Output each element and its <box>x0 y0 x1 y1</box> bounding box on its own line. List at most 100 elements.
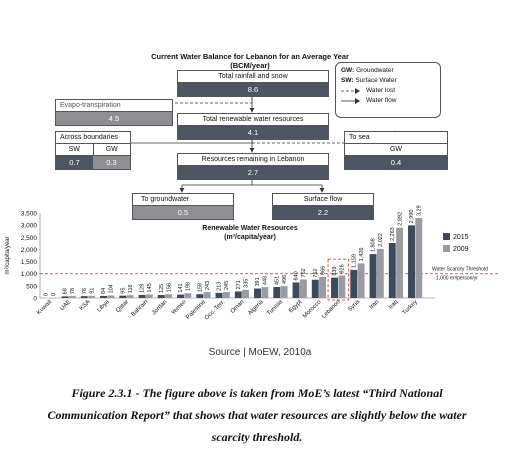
legend-label-2015: 2015 <box>453 234 469 241</box>
bar-2015 <box>157 294 165 298</box>
renewable-water-bar-chart: 0 500 1,000 1,500 2,000 2,500 3,000 3,500 m³/cap… <box>5 205 500 322</box>
category-label: Bahrain <box>130 299 149 318</box>
box-to-groundwater: To groundwater 0.5 <box>132 193 234 220</box>
bar-2009 <box>280 285 288 298</box>
bar-2015 <box>138 294 146 298</box>
box-value: 0.5 <box>133 206 233 219</box>
category-label: Iraq <box>388 299 400 311</box>
gw-value: 0.3 <box>93 156 130 169</box>
bar-2015 <box>80 296 88 298</box>
category-label: Morocco <box>302 299 323 320</box>
box-across-boundaries: Across boundaries SW GW 0.7 0.3 <box>55 131 131 170</box>
box-label: Total rainfall and snow <box>178 71 328 83</box>
category-label: KSA <box>79 299 92 312</box>
bar-value-label: 926 <box>340 264 346 273</box>
box-remaining-in-lebanon: Resources remaining in Lebanon 2.7 <box>177 153 329 180</box>
figure-caption: Figure 2.3.1 - The figure above is taken… <box>47 386 467 444</box>
y-tick-label: 2,500 <box>21 235 38 242</box>
box-value: 4.5 <box>56 112 172 125</box>
bar-2009 <box>319 276 327 298</box>
bar-value-label: 125 <box>159 284 165 293</box>
box-to-sea: To sea GW 0.4 <box>344 131 448 170</box>
bar-2009 <box>415 218 423 298</box>
box-label: To groundwater <box>133 194 233 206</box>
bar-2009 <box>261 287 269 298</box>
bar-2015 <box>331 277 338 298</box>
bar-value-label: 156 <box>166 283 172 292</box>
bar-2015 <box>119 295 127 298</box>
bar-2015 <box>369 254 377 298</box>
box-value: 2.2 <box>273 206 373 219</box>
box-value: 8.6 <box>178 83 328 96</box>
bar-value-label: 128 <box>140 284 146 293</box>
bar-2009 <box>299 279 307 298</box>
bar-value-label: 243 <box>205 281 211 290</box>
box-sublabels: SW GW <box>56 144 130 156</box>
bar-2009 <box>126 295 134 298</box>
bar-value-label: 145 <box>147 283 153 292</box>
y-tick-label: 2,000 <box>21 247 38 254</box>
bar-2015 <box>61 296 69 298</box>
legend-water-flow: Water flow <box>341 96 435 106</box>
category-label: Egypt <box>288 299 303 314</box>
bar-2015 <box>311 279 319 298</box>
bar-value-label: 78 <box>70 288 76 294</box>
y-tick-label: 0 <box>33 296 37 303</box>
bar-value-label: 76 <box>82 288 88 294</box>
bar-value-label: 245 <box>224 281 230 290</box>
category-label: Tunisia <box>266 299 284 317</box>
bar-value-label: 0 <box>51 293 57 296</box>
bar-2015 <box>292 282 300 298</box>
bar-2009 <box>88 295 96 298</box>
bar-2009 <box>396 227 404 298</box>
bar-value-label: 271 <box>236 280 242 289</box>
bar-value-label: 158 <box>197 283 203 292</box>
bar-value-label: 213 <box>217 282 223 291</box>
bar-value-label: 839 <box>332 266 338 275</box>
bar-value-label: 116 <box>128 284 134 293</box>
chart-title: Renewable Water Resources (m³/capita/yea… <box>202 225 298 241</box>
bar-value-label: 496 <box>282 275 288 284</box>
bar-value-label: 448 <box>263 276 269 285</box>
bar-value-label: 1,159 <box>351 254 357 268</box>
box-surface-flow: Surface flow 2.2 <box>272 193 374 220</box>
box-label: Resources remaining in Lebanon <box>178 154 328 166</box>
category-label: Algeria <box>247 299 265 317</box>
legend-label-2009: 2009 <box>453 246 469 253</box>
bar-value-label: 68 <box>63 288 69 294</box>
bar-2015 <box>350 269 358 298</box>
bar-value-label: 198 <box>186 282 192 291</box>
bar-value-label: 640 <box>294 271 300 280</box>
bar-2015 <box>254 288 261 298</box>
y-tick-label: 500 <box>26 283 37 290</box>
bar-2009 <box>242 289 250 298</box>
bar-2009 <box>222 292 230 298</box>
bar-value-label: 1,426 <box>359 248 365 262</box>
category-label: Oman <box>230 299 246 315</box>
bar-value-label: 141 <box>178 283 184 292</box>
bar-2009 <box>107 295 115 298</box>
bar-value-label: 391 <box>255 277 261 286</box>
gw-label: GW <box>105 146 118 153</box>
category-label: Occ. Terr. <box>204 299 227 322</box>
bar-value-label: 3,292 <box>417 205 423 216</box>
bar-value-label: 104 <box>109 284 115 293</box>
bar-value-label: 866 <box>320 266 326 275</box>
bar-2015 <box>388 243 396 298</box>
bar-2009 <box>376 248 384 298</box>
bar-value-label: 451 <box>274 276 280 285</box>
bar-2009 <box>145 294 153 298</box>
threshold-sublabel: 1,000 m³/person/yr <box>436 276 478 282</box>
bar-value-label: 84 <box>101 288 107 294</box>
box-label: Surface flow <box>273 194 373 206</box>
bar-2015 <box>177 294 184 298</box>
category-label: Qatar <box>115 299 130 314</box>
box-label: To sea <box>345 132 447 144</box>
box-label: Evapo-transpiration <box>56 100 172 112</box>
category-label: Jordan <box>151 299 168 316</box>
y-axis-label: m³/capita/year <box>5 236 11 274</box>
category-label: Turkey <box>402 299 419 316</box>
solid-arrow-icon <box>341 98 360 104</box>
box-total-rainfall: Total rainfall and snow 8.6 <box>177 70 329 97</box>
diagram-legend: GW: Groundwater SW: Surface Water Water … <box>335 62 441 118</box>
